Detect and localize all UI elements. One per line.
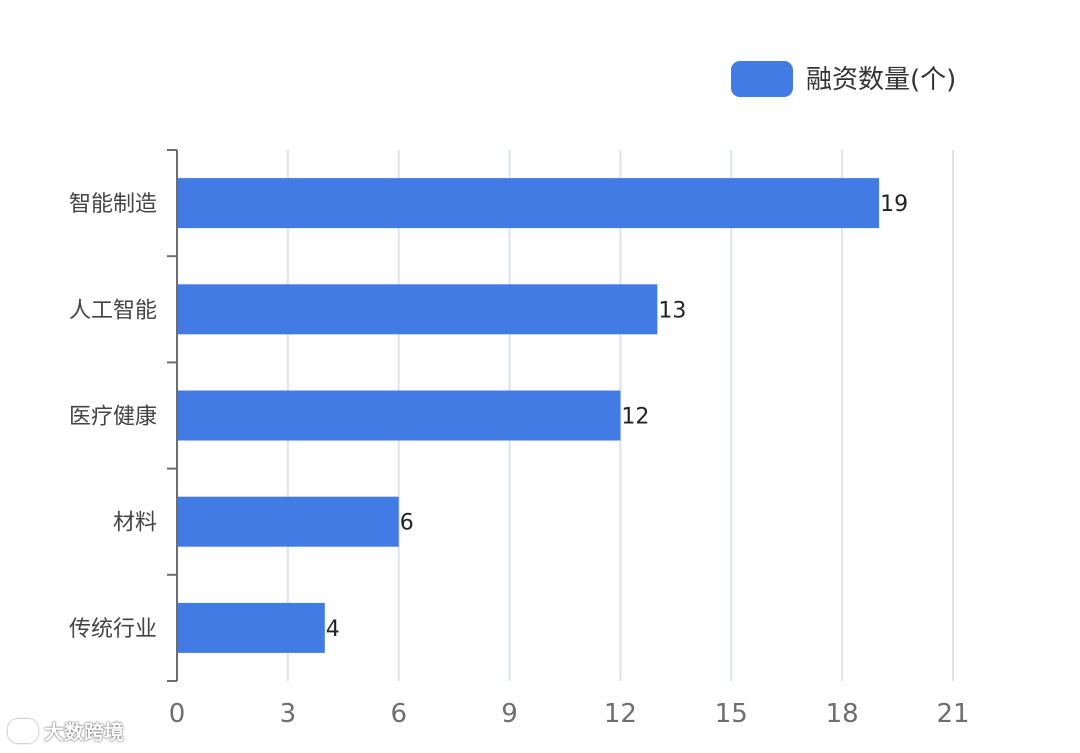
category-label: 人工智能: [69, 298, 157, 323]
bar: [177, 178, 880, 229]
x-tick-label: 6: [390, 699, 407, 729]
x-tick-label: 9: [501, 699, 518, 729]
category-label: 医疗健康: [69, 405, 157, 430]
category-label: 材料: [113, 511, 157, 536]
x-tick-label: 3: [280, 699, 297, 729]
legend-swatch: [731, 61, 793, 97]
bars: [177, 178, 880, 653]
data-label: 6: [400, 511, 414, 536]
watermark-text: 大数跨境: [44, 720, 124, 744]
x-tick-label: 12: [604, 699, 637, 729]
legend: 融资数量(个): [731, 61, 956, 97]
data-label: 12: [621, 405, 649, 430]
bar: [177, 602, 325, 653]
watermark-logo-icon: [8, 718, 38, 743]
category-label: 智能制造: [69, 192, 157, 217]
labels: 0 3 6 9 12 15 18 21 19 智能制造 13 人工智能 12 医疗健康 6 材料 4 传统行业: [69, 192, 970, 729]
legend-label: 融资数量(个): [806, 65, 956, 95]
x-tick-label: 15: [715, 699, 748, 729]
x-tick-label: 18: [826, 699, 859, 729]
bar: [177, 284, 658, 335]
data-label: 4: [326, 617, 340, 642]
bar: [177, 496, 399, 547]
axes: [167, 149, 178, 682]
bar: [177, 390, 621, 441]
data-label: 19: [880, 192, 908, 217]
data-label: 13: [658, 298, 686, 323]
x-tick-label: 21: [936, 699, 969, 729]
watermark: 大数跨境: [8, 716, 124, 745]
category-label: 传统行业: [69, 617, 157, 642]
x-tick-label: 0: [169, 699, 186, 729]
